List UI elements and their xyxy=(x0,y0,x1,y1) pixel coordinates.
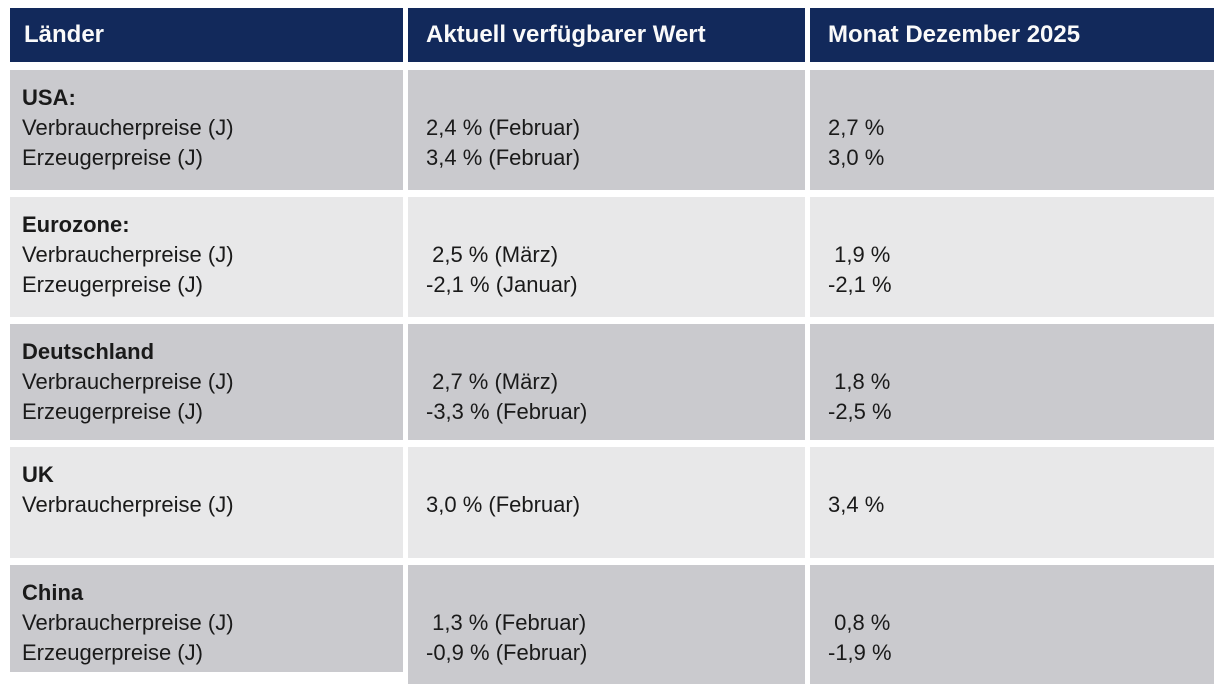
metric-value: 3,4 % (Februar) xyxy=(426,145,581,170)
metric-value: 3,0 % xyxy=(828,145,885,170)
metric-label: Verbraucherpreise (J) xyxy=(22,610,234,635)
spacer-line xyxy=(426,83,797,113)
spacer-line xyxy=(426,210,797,240)
header-cell-december: Monat Dezember 2025 xyxy=(810,8,1214,62)
row-eurozone: Eurozone: Verbraucherpreise (J) Erzeuger… xyxy=(10,197,1214,317)
current-value-cell: 2,4 % (Februar) 3,4 % (Februar) xyxy=(408,70,805,190)
country-cell: USA: Verbraucherpreise (J) Erzeugerpreis… xyxy=(10,70,403,190)
current-value-cell: 2,7 % (März) -3,3 % (Februar) xyxy=(408,324,805,440)
table-header-row: Länder Aktuell verfügbarer Wert Monat De… xyxy=(10,8,1214,62)
december-value-cell: 3,4 % xyxy=(810,447,1214,558)
spacer-line xyxy=(828,210,1206,240)
current-value-cell: 3,0 % (Februar) xyxy=(408,447,805,558)
metric-value: 2,5 % (März) xyxy=(426,242,559,267)
row-china: China Verbraucherpreise (J) Erzeugerprei… xyxy=(10,565,1214,684)
metric-value: -2,1 % (Januar) xyxy=(426,272,578,297)
header-cell-current-value: Aktuell verfügbarer Wert xyxy=(408,8,805,62)
country-cell: Eurozone: Verbraucherpreise (J) Erzeuger… xyxy=(10,197,403,317)
metric-label: Erzeugerpreise (J) xyxy=(22,399,203,424)
metric-value: -0,9 % (Februar) xyxy=(426,640,588,665)
spacer-line xyxy=(426,337,797,367)
metric-label: Verbraucherpreise (J) xyxy=(22,242,234,267)
current-value-cell: 2,5 % (März) -2,1 % (Januar) xyxy=(408,197,805,317)
header-label-december: Monat Dezember 2025 xyxy=(828,21,1081,48)
december-value-cell: 0,8 % -1,9 % xyxy=(810,565,1214,684)
spacer-line xyxy=(828,460,1206,490)
metric-value: 3,4 % xyxy=(828,492,885,517)
metric-value: 2,7 % xyxy=(828,115,885,140)
country-name: USA: xyxy=(22,85,76,110)
metric-label: Verbraucherpreise (J) xyxy=(22,115,234,140)
metric-value: 0,8 % xyxy=(828,610,891,635)
metric-value: 1,3 % (Februar) xyxy=(426,610,587,635)
country-name: Eurozone: xyxy=(22,212,130,237)
metric-label: Erzeugerpreise (J) xyxy=(22,272,203,297)
spacer-line xyxy=(426,460,797,490)
header-label-current-value: Aktuell verfügbarer Wert xyxy=(426,21,706,48)
country-cell: UK Verbraucherpreise (J) xyxy=(10,447,403,558)
spacer-line xyxy=(828,83,1206,113)
header-label-laender: Länder xyxy=(24,21,105,48)
metric-value: 1,9 % xyxy=(828,242,891,267)
metric-value: 2,4 % (Februar) xyxy=(426,115,581,140)
spacer-line xyxy=(426,578,797,608)
country-cell: Deutschland Verbraucherpreise (J) Erzeug… xyxy=(10,324,403,440)
country-cell: China Verbraucherpreise (J) Erzeugerprei… xyxy=(10,565,403,672)
metric-value: -2,5 % xyxy=(828,399,892,424)
metric-value: -1,9 % xyxy=(828,640,892,665)
metric-label: Verbraucherpreise (J) xyxy=(22,492,234,517)
country-name: China xyxy=(22,580,84,605)
metric-value: 3,0 % (Februar) xyxy=(426,492,581,517)
december-value-cell: 1,8 % -2,5 % xyxy=(810,324,1214,440)
row-uk: UK Verbraucherpreise (J) 3,0 % (Februar)… xyxy=(10,447,1214,558)
metric-value: -2,1 % xyxy=(828,272,892,297)
header-cell-laender: Länder xyxy=(10,8,403,62)
row-usa: USA: Verbraucherpreise (J) Erzeugerpreis… xyxy=(10,70,1214,190)
current-value-cell: 1,3 % (Februar) -0,9 % (Februar) xyxy=(408,565,805,684)
metric-value: 2,7 % (März) xyxy=(426,369,559,394)
december-value-cell: 1,9 % -2,1 % xyxy=(810,197,1214,317)
inflation-table: Länder Aktuell verfügbarer Wert Monat De… xyxy=(10,8,1214,684)
spacer-line xyxy=(828,578,1206,608)
row-deutschland: Deutschland Verbraucherpreise (J) Erzeug… xyxy=(10,324,1214,440)
country-name: Deutschland xyxy=(22,339,155,364)
metric-value: -3,3 % (Februar) xyxy=(426,399,588,424)
country-name: UK xyxy=(22,462,54,487)
metric-label: Erzeugerpreise (J) xyxy=(22,640,203,665)
december-value-cell: 2,7 % 3,0 % xyxy=(810,70,1214,190)
spacer-line xyxy=(828,337,1206,367)
metric-label: Erzeugerpreise (J) xyxy=(22,145,203,170)
metric-value: 1,8 % xyxy=(828,369,891,394)
metric-label: Verbraucherpreise (J) xyxy=(22,369,234,394)
